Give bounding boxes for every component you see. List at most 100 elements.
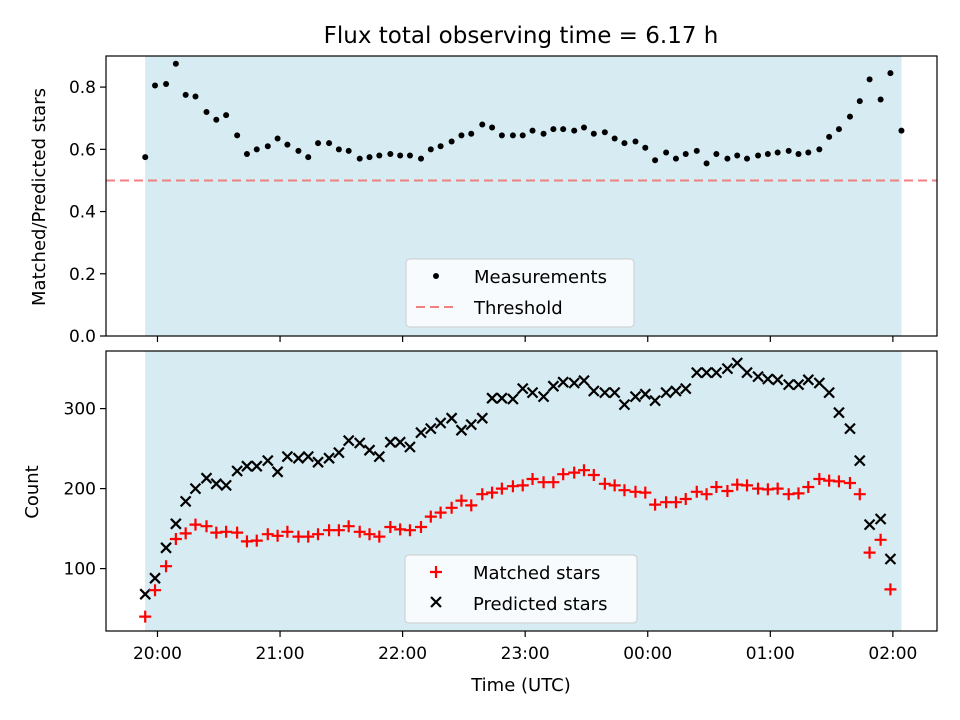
matched-star-point [813, 473, 826, 485]
matched-star-point [149, 584, 162, 597]
measurement-point [489, 124, 496, 131]
matched-star-point [169, 533, 182, 545]
measurement-point [234, 132, 241, 139]
predicted-star-point [608, 386, 621, 399]
predicted-star-point [455, 424, 468, 436]
predicted-star-point [771, 374, 784, 386]
matched-star-point [649, 498, 662, 511]
y-axis-ticks-top: 0.0 0.2 0.4 0.6 0.8 [69, 78, 106, 347]
measurement-point [795, 151, 802, 157]
predicted-star-point [690, 366, 703, 379]
predicted-star-point [813, 377, 826, 389]
measurement-point [774, 149, 781, 156]
measurement-point [550, 126, 557, 133]
matched-star-point [843, 477, 856, 489]
predicted-star-point [465, 418, 478, 431]
matched-star-point [220, 525, 233, 538]
measurement-point [264, 143, 271, 150]
chart-title: Flux total observing time = 6.17 h [324, 23, 719, 49]
measurement-point [295, 147, 302, 154]
predicted-star-point [507, 393, 519, 405]
measurement-point [468, 130, 475, 137]
matched-star-point [853, 488, 866, 501]
predicted-star-point [741, 366, 753, 379]
legend-label-measurements: Measurements [474, 267, 607, 288]
predicted-star-point [649, 394, 661, 407]
matched-star-point [690, 485, 703, 498]
predicted-star-point [271, 466, 284, 478]
predicted-star-point [404, 441, 416, 453]
measurement-point [571, 127, 578, 134]
predicted-star-point [762, 373, 774, 385]
matched-star-point [547, 476, 560, 489]
predicted-star-point [588, 385, 600, 397]
predicted-star-point [782, 378, 795, 391]
legend-box [404, 554, 638, 624]
measurement-point [509, 132, 516, 139]
count-points [139, 357, 897, 623]
matched-star-point [792, 487, 805, 500]
measurement-point [590, 130, 597, 137]
matched-star-point [363, 528, 376, 541]
predicted-star-point [434, 417, 447, 429]
legend-top: Measurements Threshold [405, 258, 635, 328]
y-tick-label: 0.6 [69, 140, 96, 160]
measurement-point [498, 132, 505, 139]
predicted-star-point [323, 452, 335, 464]
measurement-point [458, 132, 465, 139]
predicted-star-point [670, 385, 682, 397]
measurement-point [203, 109, 210, 115]
measurement-point [417, 155, 424, 162]
matched-star-point [403, 524, 416, 537]
measurement-point [703, 160, 710, 167]
measurement-point [437, 143, 444, 150]
matched-star-point [700, 488, 713, 501]
matched-star-point [802, 481, 815, 493]
matched-star-point [639, 486, 652, 499]
predicted-star-point [302, 450, 315, 463]
matched-star-point [179, 527, 192, 540]
matched-star-point [832, 475, 845, 488]
matched-star-point [578, 464, 591, 477]
measurement-point [846, 113, 853, 120]
measurement-point [479, 121, 486, 128]
measurement-point [243, 151, 250, 157]
predicted-star-point [250, 460, 263, 472]
x-tick-label: 23:00 [501, 644, 550, 664]
predicted-star-point [752, 370, 764, 383]
matched-star-point [200, 520, 213, 533]
matched-star-point [516, 479, 529, 492]
x-tick-label: 20:00 [133, 644, 182, 664]
matched-star-point [271, 529, 284, 542]
predicted-star-point [710, 366, 723, 379]
measurement-point [519, 132, 526, 139]
measurement-point [142, 154, 149, 161]
measurement-point [887, 70, 894, 77]
predicted-star-point [884, 553, 897, 565]
matched-star-point [332, 524, 345, 537]
matched-star-point [771, 482, 784, 495]
legend-marker-predicted [430, 596, 442, 608]
predicted-star-point [231, 465, 243, 477]
predicted-star-point [312, 456, 324, 468]
measurement-point [785, 147, 792, 154]
measurement-point [898, 127, 905, 134]
measurement-point [672, 155, 679, 162]
measurement-point [652, 157, 659, 164]
measurement-point [192, 93, 199, 100]
x-axis-label: Time (UTC) [470, 675, 571, 696]
predicted-star-point [557, 376, 569, 388]
measurement-point [376, 152, 383, 159]
predicted-star-point [160, 542, 172, 554]
predicted-star-point [833, 406, 845, 419]
measurement-point [663, 149, 670, 156]
ratio-panel: 0.00.20.40.60.8 Matched/Predicted stars … [29, 55, 938, 347]
matched-star-point [231, 526, 244, 539]
predicted-star-point [844, 422, 856, 435]
measurement-point [693, 147, 700, 154]
measurement-point [866, 76, 873, 83]
predicted-star-point [292, 452, 305, 464]
matched-star-point [160, 560, 173, 573]
predicted-star-point [425, 422, 437, 435]
